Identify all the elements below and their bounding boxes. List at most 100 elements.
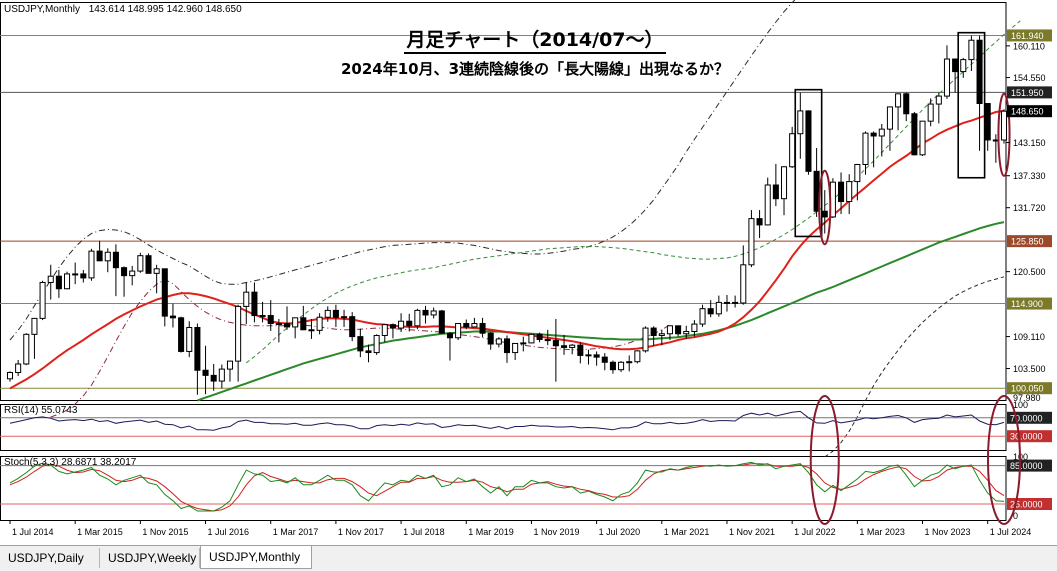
candle-bull bbox=[341, 316, 348, 319]
chart-title: 月足チャート（2014/07～） bbox=[404, 28, 666, 54]
candle-bear bbox=[976, 39, 983, 104]
x-tick-label: 1 Nov 2019 bbox=[533, 527, 579, 537]
candle-bull bbox=[895, 93, 902, 108]
candle-bull bbox=[797, 110, 804, 135]
chart-canvas[interactable]: 161.940 151.950 125.850 114.900 100.050 103.5… bbox=[0, 0, 1057, 545]
band-middle-line bbox=[245, 20, 1021, 364]
candle-bear bbox=[55, 275, 62, 290]
candle-bull bbox=[47, 275, 54, 283]
level-price-tag bbox=[1007, 86, 1052, 99]
highlight-box bbox=[794, 88, 823, 238]
candle-bear bbox=[332, 309, 339, 318]
candle-bull bbox=[520, 342, 527, 345]
candle-bear bbox=[349, 316, 356, 338]
candle-bear bbox=[438, 310, 445, 334]
candle-bull bbox=[642, 327, 649, 352]
candle-bull bbox=[398, 320, 405, 329]
candle-bear bbox=[577, 344, 584, 356]
candle-bull bbox=[259, 315, 266, 318]
chart-subtitle: 2024年10月、3連続陰線後の「長大陽線」出現なるか？ bbox=[340, 60, 730, 78]
candle-bear bbox=[463, 323, 470, 328]
tab-usdjpy-monthly[interactable]: USDJPY,Monthly bbox=[200, 546, 312, 569]
stoch-level-tag bbox=[1007, 498, 1052, 510]
candle-bear bbox=[536, 333, 543, 340]
candle-bull bbox=[715, 301, 722, 315]
ma-short-line bbox=[9, 109, 1005, 390]
level-price-label: 151.950 bbox=[1011, 88, 1044, 98]
candle-bear bbox=[609, 361, 616, 371]
level-price-tag bbox=[1007, 29, 1052, 42]
candle-bull bbox=[471, 323, 478, 328]
candle-bear bbox=[194, 326, 201, 371]
x-tick-label: 1 Mar 2023 bbox=[859, 527, 905, 537]
candle-bull bbox=[683, 330, 690, 335]
candle-bear bbox=[283, 323, 291, 328]
rsi-line bbox=[9, 410, 1005, 431]
y-tick-label: 109.110 bbox=[1013, 332, 1045, 342]
candle-bear bbox=[80, 273, 87, 279]
candle-bear bbox=[821, 210, 828, 218]
candle-bull bbox=[927, 103, 934, 122]
candle-bear bbox=[389, 324, 396, 329]
candle-bear bbox=[870, 132, 877, 137]
candle-bull bbox=[455, 323, 462, 339]
candle-bear bbox=[952, 58, 959, 73]
candle-bull bbox=[243, 291, 250, 307]
pane-border-0 bbox=[0, 2, 1007, 401]
current-price-tag bbox=[1007, 105, 1052, 118]
level-price-tag bbox=[1007, 382, 1052, 395]
candle-bear bbox=[838, 181, 845, 203]
symbol-timeframe: USDJPY,Monthly bbox=[4, 4, 80, 15]
candle-bear bbox=[121, 267, 128, 277]
y-tick-label: 137.330 bbox=[1013, 171, 1046, 181]
stoch-level-label: 85.0000 bbox=[1010, 461, 1043, 471]
chart-background bbox=[0, 0, 1057, 545]
candle-bear bbox=[552, 340, 559, 347]
candle-bull bbox=[634, 350, 641, 363]
x-tick-label: 1 Jul 2024 bbox=[990, 527, 1032, 537]
current-price-label: 148.650 bbox=[1011, 107, 1044, 117]
y-tick-label: 103.500 bbox=[1013, 364, 1046, 374]
candle-bear bbox=[169, 315, 176, 319]
chart-header: USDJPY,Monthly 143.614 148.995 142.960 1… bbox=[4, 4, 242, 15]
candle-bull bbox=[512, 342, 519, 354]
x-tick-label: 1 Jul 2020 bbox=[599, 527, 641, 537]
level-price-label: 125.850 bbox=[1011, 237, 1044, 247]
candle-bull bbox=[15, 363, 22, 374]
x-tick-label: 1 Jul 2022 bbox=[794, 527, 836, 537]
candle-bull bbox=[569, 344, 576, 348]
candle-bear bbox=[772, 184, 779, 200]
tab-usdjpy-weekly[interactable]: USDJPY,Weekly bbox=[100, 548, 200, 568]
candle-bull bbox=[585, 354, 592, 357]
candle-bull bbox=[495, 338, 502, 345]
rsi-level-tag bbox=[1007, 411, 1052, 424]
stoch-level-tag bbox=[1007, 459, 1052, 472]
candle-bull bbox=[528, 333, 535, 344]
candle-bull bbox=[430, 310, 437, 316]
x-tick-label: 1 Mar 2015 bbox=[77, 527, 123, 537]
candle-bear bbox=[251, 291, 258, 317]
x-tick-label: 1 Nov 2017 bbox=[338, 527, 384, 537]
candle-bull bbox=[626, 361, 633, 364]
x-tick-label: 1 Nov 2015 bbox=[142, 527, 188, 537]
candle-bear bbox=[650, 327, 657, 336]
candle-bull bbox=[919, 120, 926, 156]
candle-bear bbox=[503, 338, 511, 354]
osc-highlight-ellipse-2022 bbox=[809, 395, 840, 525]
candle-bear bbox=[202, 369, 209, 376]
candle-bull bbox=[88, 250, 95, 279]
candle-bear bbox=[707, 308, 714, 315]
y-tick-label: 120.500 bbox=[1013, 267, 1046, 277]
candle-bear bbox=[675, 325, 682, 335]
osc-highlight-ellipse-2024 bbox=[987, 395, 1021, 525]
candle-bear bbox=[805, 110, 812, 172]
band-bottom-line bbox=[824, 276, 1005, 458]
candle-bull bbox=[129, 270, 136, 277]
tab-usdjpy-daily[interactable]: USDJPY,Daily bbox=[0, 548, 100, 568]
candle-bull bbox=[316, 316, 323, 331]
candle-bull bbox=[960, 59, 967, 73]
candle-bull bbox=[618, 361, 625, 371]
candle-bear bbox=[487, 332, 494, 345]
candle-bull bbox=[226, 360, 234, 370]
